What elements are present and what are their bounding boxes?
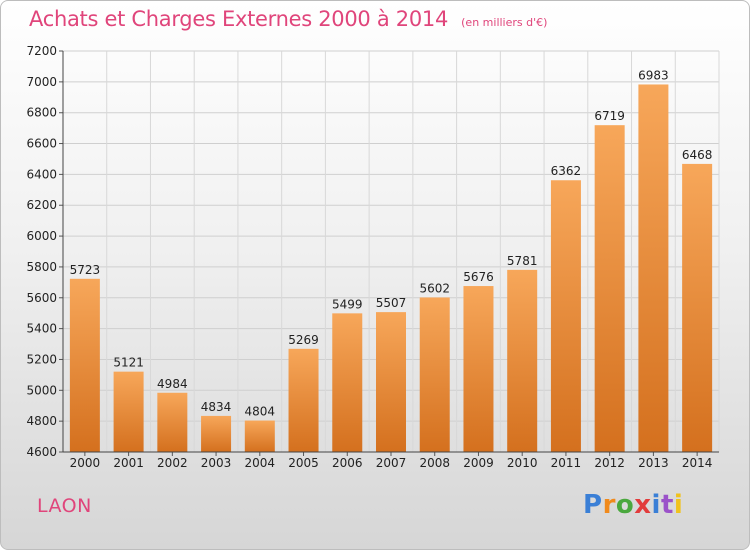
x-tick-label: 2006 [332,456,363,470]
logo-letter: i [651,490,661,520]
x-tick-label: 2012 [594,456,625,470]
x-tick-label: 2011 [551,456,582,470]
bar-2012 [594,125,625,452]
bar-2014 [682,163,713,453]
bar-2008 [419,297,450,452]
data-label: 5723 [70,263,101,277]
data-label: 4984 [157,377,188,391]
y-tick-label: 5200 [26,352,57,366]
x-tick-label: 2013 [638,456,669,470]
bar-2000 [69,278,100,452]
data-labels: 5723 5121 4984 4834 4804 5269 5499 5507 5602 5676… [70,68,713,418]
x-tick-label: 2004 [245,456,276,470]
proxiti-logo: Proxiti [583,490,683,520]
x-tick-label: 2003 [201,456,232,470]
bar-2013 [638,84,669,452]
data-label: 5507 [376,296,407,310]
data-label: 5269 [288,333,319,347]
y-tick-label: 4800 [26,414,57,428]
y-tick-label: 5800 [26,260,57,274]
x-tick-label: 2000 [70,456,101,470]
bar-2009 [463,286,494,452]
logo-letter: r [602,490,616,520]
y-tick-label: 7200 [26,44,57,58]
data-label: 5499 [332,297,363,311]
y-tick-label: 4600 [26,445,57,459]
y-tick-label: 5600 [26,291,57,305]
y-tick-label: 6200 [26,198,57,212]
logo-letter: i [673,490,684,520]
axes: 4600 4800 5000 5200 5400 5600 5800 6000 6200 6400… [26,44,719,470]
bar-2004 [244,420,275,452]
data-label: 5781 [507,254,538,268]
x-tick-label: 2009 [463,456,494,470]
bar-2011 [550,180,581,452]
y-tick-label: 6800 [26,106,57,120]
data-label: 5602 [419,281,450,295]
y-tick-label: 7000 [26,75,57,89]
data-label: 4834 [201,400,232,414]
data-label: 6719 [594,109,625,123]
bar-2002 [157,392,188,452]
x-tick-label: 2001 [113,456,144,470]
data-label: 5676 [463,270,494,284]
x-tick-label: 2010 [507,456,538,470]
logo-letter: P [583,490,603,520]
y-tick-label: 6600 [26,137,57,151]
x-tick-label: 2007 [376,456,407,470]
data-label: 5121 [113,356,144,370]
logo-letter: t [660,490,674,520]
y-tick-label: 6000 [26,229,57,243]
x-tick-label: 2008 [419,456,450,470]
city-name: LAON [37,495,92,517]
bar-2010 [507,269,538,452]
logo-letter: x [634,490,652,520]
x-tick-label: 2005 [288,456,319,470]
logo-letter: o [615,490,635,520]
bar-2007 [376,312,406,452]
bar-2003 [201,415,232,452]
chart-title-block: Achats et Charges Externes 2000 à 2014 (… [29,7,547,31]
bar-2001 [113,371,144,452]
chart-title: Achats et Charges Externes 2000 à 2014 [29,7,449,31]
chart-unit: (en milliers d'€) [461,16,548,29]
bar-2005 [288,348,319,452]
x-tick-label: 2014 [682,456,713,470]
y-tick-label: 5000 [26,383,57,397]
data-label: 4804 [245,405,276,419]
bar-2006 [332,313,363,452]
data-label: 6983 [638,68,669,82]
data-label: 6468 [682,148,713,162]
y-tick-label: 6400 [26,167,57,181]
x-tick-label: 2002 [157,456,188,470]
bars [69,84,713,453]
y-tick-label: 5400 [26,322,57,336]
data-label: 6362 [551,164,582,178]
